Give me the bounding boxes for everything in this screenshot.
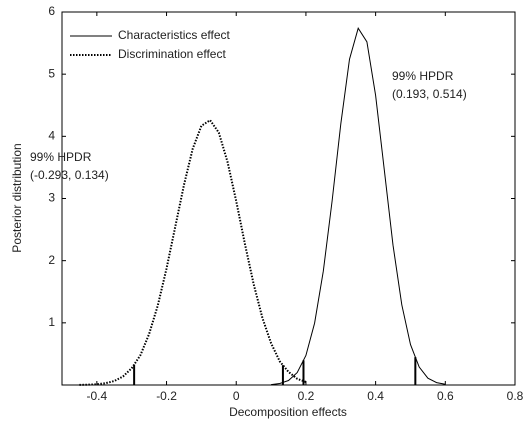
- x-tick-label: 0: [233, 389, 240, 403]
- y-tick-label: 5: [48, 66, 55, 80]
- x-tick-label: 0.6: [437, 389, 454, 403]
- hpdr-label: (-0.293, 0.134): [30, 168, 109, 182]
- y-tick-label: 1: [48, 315, 55, 329]
- y-tick-label: 3: [48, 191, 55, 205]
- x-tick-label: -0.2: [156, 389, 177, 403]
- y-tick-label: 2: [48, 253, 55, 267]
- legend-label: Characteristics effect: [118, 28, 230, 42]
- hpdr-label: (0.193, 0.514): [392, 87, 467, 101]
- plot-frame: [61, 11, 516, 386]
- series-line: [79, 118, 307, 386]
- y-axis-label: Posterior distribution: [10, 143, 24, 252]
- x-tick-label: 0.4: [367, 389, 384, 403]
- x-tick-label: -0.4: [87, 389, 108, 403]
- x-tick-label: 0.2: [298, 389, 315, 403]
- y-tick-label: 6: [48, 4, 55, 18]
- x-axis-label: Decomposition effects: [229, 405, 347, 419]
- hpdr-title: 99% HPDR: [392, 69, 454, 83]
- hpdr-title: 99% HPDR: [30, 150, 92, 164]
- legend-label: Discrimination effect: [118, 47, 226, 61]
- y-tick-label: 4: [48, 129, 55, 143]
- x-tick-label: 0.8: [507, 389, 523, 403]
